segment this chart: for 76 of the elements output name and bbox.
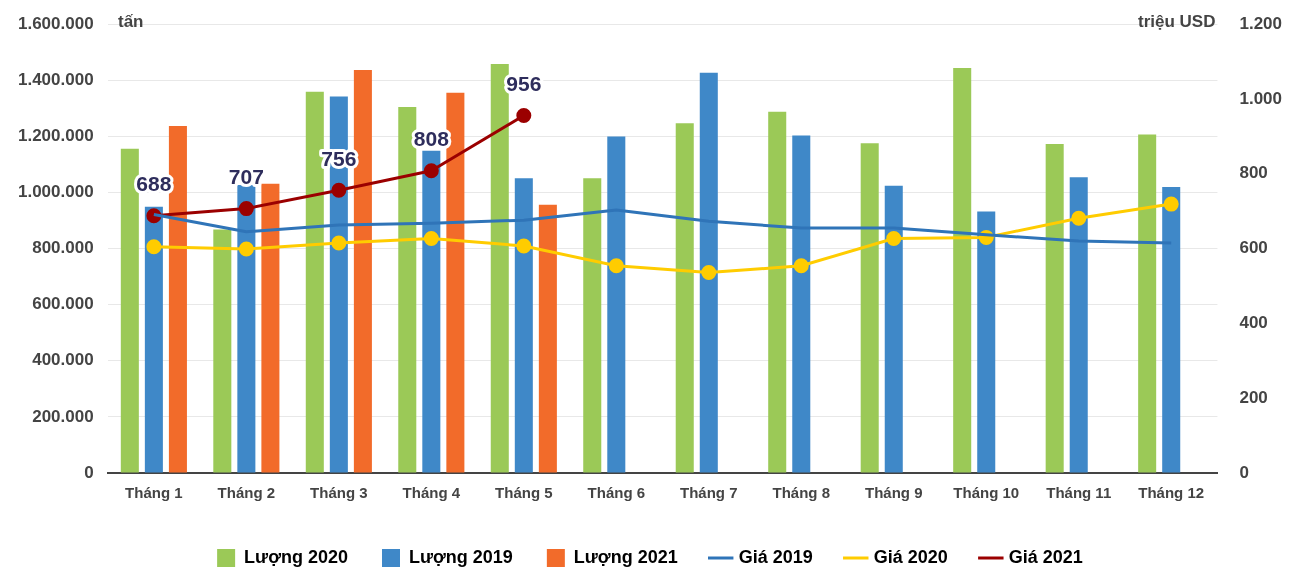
x-tick-label: Tháng 5 [495,484,553,502]
y-tick-label: 1.600.000 [17,13,94,33]
y-tick-label: 1.000.000 [17,182,94,202]
bar [120,148,139,473]
y2-tick-label: 600 [1239,238,1268,258]
legend-label: Giá 2020 [873,546,948,567]
y2-tick-label: 200 [1239,387,1268,407]
bar [144,206,163,473]
bar [953,67,972,473]
y2-tick-label: 1.200 [1239,13,1283,33]
x-tick-label: Tháng 1 [125,484,183,502]
point [331,235,347,251]
y-tick-label: 0 [84,462,94,482]
bar [1045,143,1064,473]
point [516,107,532,123]
bar [1138,134,1157,473]
y2-tick-label: 1.000 [1239,88,1283,108]
x-tick-label: Tháng 7 [680,484,738,502]
point [331,182,347,198]
bar [422,150,441,473]
point [516,238,532,254]
point [238,241,254,257]
y-tick-label: 800.000 [32,238,94,258]
bar [490,64,509,473]
bar [860,143,879,473]
legend-label: Lượng 2020 [244,546,348,567]
bar [699,72,718,473]
point [1071,210,1087,226]
bar [768,111,787,473]
x-tick-label: Tháng 2 [217,484,276,502]
x-tick-label: Tháng 12 [1138,484,1205,502]
point [238,201,254,217]
bar [675,123,694,473]
bar [237,184,256,473]
bar [261,183,280,473]
x-tick-label: Tháng 10 [953,484,1020,502]
bar [514,178,533,473]
legend-label: Lượng 2019 [408,546,513,567]
y-tick-label: 400.000 [32,350,94,370]
x-tick-label: Tháng 6 [587,484,646,502]
data-label: 707 [228,164,264,188]
bar [538,204,557,473]
y-axis-title: tấn [118,11,144,31]
point [886,231,902,246]
x-tick-label: Tháng 9 [865,484,923,502]
bar [1162,186,1181,473]
y-tick-label: 1.400.000 [17,69,94,89]
point [423,163,439,179]
x-tick-label: Tháng 8 [772,484,831,502]
x-tick-label: Tháng 11 [1046,484,1112,502]
bar [977,211,996,473]
legend-label: Giá 2019 [738,546,813,567]
bar [1069,177,1088,473]
point [423,231,439,246]
bar [305,91,324,473]
legend-label: Giá 2021 [1008,546,1083,567]
y-tick-label: 1.200.000 [17,126,94,146]
y-tick-label: 600.000 [32,294,94,314]
y2-tick-label: 0 [1239,462,1249,482]
point [1163,196,1179,212]
x-tick-label: Tháng 3 [310,484,368,502]
bar [583,178,602,473]
point [146,239,162,255]
point [608,258,624,274]
bar [607,136,626,473]
bar [792,135,811,473]
y2-axis-title: triệu USD [1137,11,1216,31]
legend-label: Lượng 2021 [573,546,678,567]
point [793,258,809,274]
x-tick-label: Tháng 4 [402,484,461,502]
y-tick-label: 200.000 [32,406,94,426]
bar [884,185,903,473]
y2-tick-label: 400 [1239,313,1268,333]
y2-tick-label: 800 [1239,163,1268,183]
bar [213,229,232,473]
point [701,265,717,281]
